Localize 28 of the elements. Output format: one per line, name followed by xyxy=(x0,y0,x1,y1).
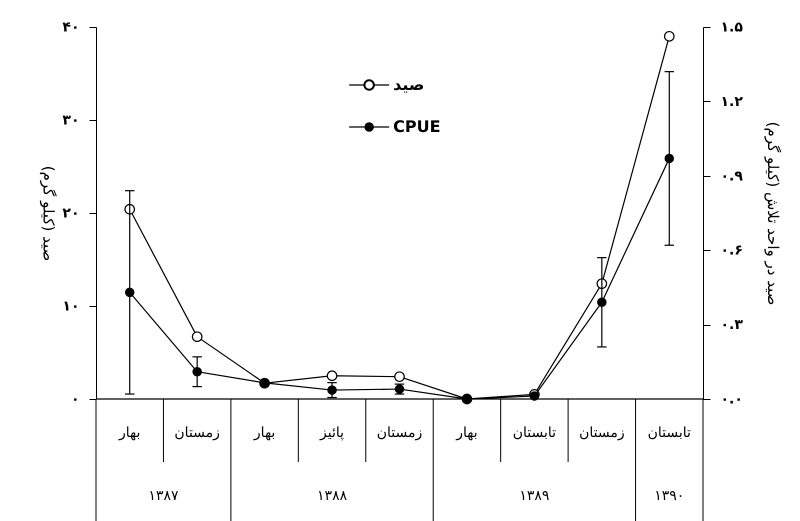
y2-axis-title: صید در واحد تلاش (کیلو گرم) xyxy=(764,122,782,306)
legend-label: صید xyxy=(393,75,424,94)
y2-tick-label: ۱.۲ xyxy=(720,94,744,110)
legend-label: CPUE xyxy=(393,117,441,136)
x-tick-label: بهار xyxy=(455,425,478,441)
x-tick-label: زمستان xyxy=(376,425,422,441)
y2-tick-label: ۱.۵ xyxy=(720,20,744,36)
x-tick-label: زمستان xyxy=(579,425,625,441)
text: ۱۳۸۸ xyxy=(317,488,348,504)
x-tick-label: بهار xyxy=(118,425,140,441)
y2-tick-label: ۰.۳ xyxy=(720,317,744,334)
text: ۱۳۹۰ xyxy=(654,488,684,504)
x-tick-label: پائیز xyxy=(319,425,344,441)
y-tick-label: ۳۰ xyxy=(62,112,80,128)
text: ۱۳۸۹ xyxy=(519,488,550,504)
y-tick-label: ۰ xyxy=(70,392,80,408)
y2-tick-label: ۰.۰ xyxy=(720,392,743,408)
x-tick-label: بهار xyxy=(252,425,276,441)
y2-tick-label: ۰.۶ xyxy=(720,242,743,259)
y-axis-title: صید (کیلو گرم) xyxy=(39,166,58,262)
x-tick-label: تابستان xyxy=(512,425,556,441)
text: ۱۳۸۷ xyxy=(148,488,179,504)
y-tick-label: ۲۰ xyxy=(62,206,80,222)
y2-tick-label: ۰.۹ xyxy=(720,168,744,184)
x-tick-label: زمستان xyxy=(174,425,220,441)
y-tick-label: ۱۰ xyxy=(62,298,80,314)
x-tick-label: تابستان xyxy=(648,425,692,441)
y-tick-label: ۴۰ xyxy=(62,20,80,36)
